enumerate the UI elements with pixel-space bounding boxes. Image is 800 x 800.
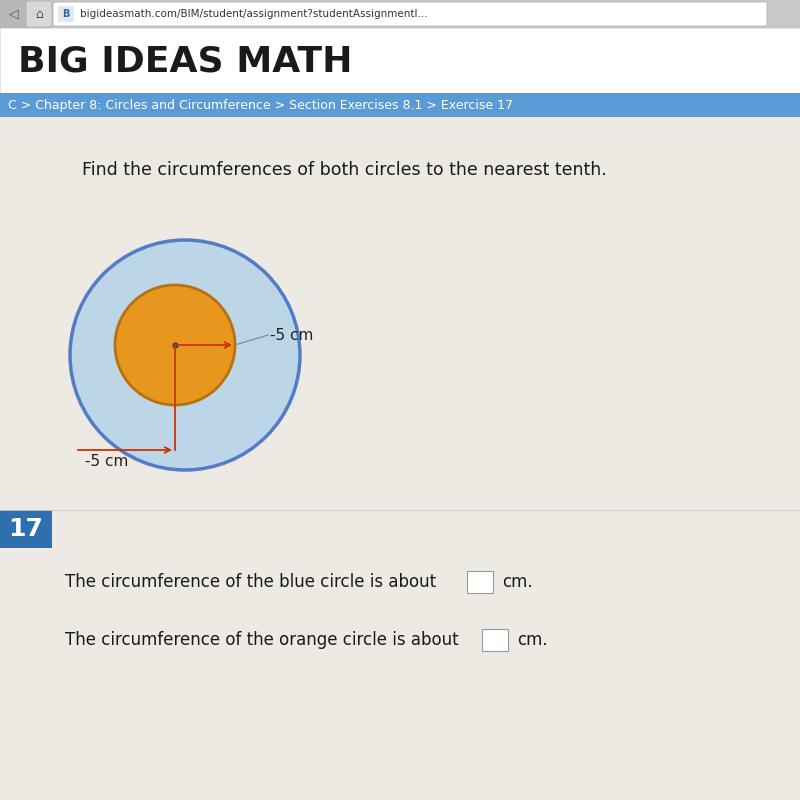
- Circle shape: [115, 285, 235, 405]
- Text: -5 cm: -5 cm: [270, 327, 314, 342]
- FancyBboxPatch shape: [0, 0, 28, 28]
- Circle shape: [70, 240, 300, 470]
- Text: C > Chapter 8: Circles and Circumference > Section Exercises 8.1 > Exercise 17: C > Chapter 8: Circles and Circumference…: [8, 98, 513, 111]
- Text: -5 cm: -5 cm: [85, 454, 128, 470]
- FancyBboxPatch shape: [26, 1, 52, 27]
- FancyBboxPatch shape: [0, 117, 800, 800]
- Text: cm.: cm.: [502, 573, 533, 591]
- Text: BIG IDEAS MATH: BIG IDEAS MATH: [18, 45, 353, 79]
- FancyBboxPatch shape: [467, 571, 493, 593]
- FancyBboxPatch shape: [0, 0, 800, 28]
- Text: ◁: ◁: [9, 7, 19, 21]
- Text: The circumference of the orange circle is about: The circumference of the orange circle i…: [65, 631, 458, 649]
- FancyBboxPatch shape: [0, 28, 800, 93]
- FancyBboxPatch shape: [0, 510, 52, 548]
- Text: B: B: [62, 9, 70, 19]
- Text: cm.: cm.: [517, 631, 548, 649]
- Text: The circumference of the blue circle is about: The circumference of the blue circle is …: [65, 573, 436, 591]
- Text: ⌂: ⌂: [35, 7, 43, 21]
- FancyBboxPatch shape: [53, 2, 767, 26]
- Text: Find the circumferences of both circles to the nearest tenth.: Find the circumferences of both circles …: [82, 161, 606, 179]
- Text: bigideasmath.com/BIM/student/assignment?studentAssignmentI...: bigideasmath.com/BIM/student/assignment?…: [80, 9, 428, 19]
- Text: 17: 17: [9, 517, 43, 541]
- FancyBboxPatch shape: [58, 6, 74, 22]
- FancyBboxPatch shape: [482, 629, 508, 651]
- FancyBboxPatch shape: [0, 93, 800, 117]
